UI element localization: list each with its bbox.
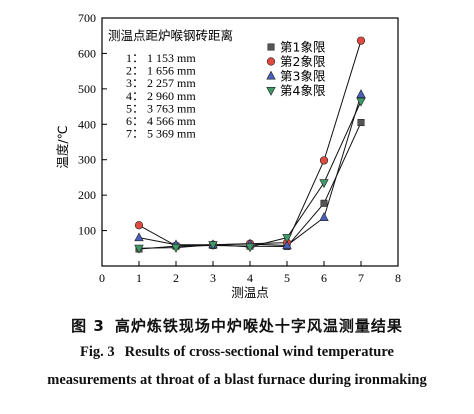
x-tick-label: 8 — [395, 271, 401, 285]
legend-marker — [267, 43, 275, 51]
x-tick-label: 3 — [210, 271, 216, 285]
data-point — [245, 243, 255, 253]
legend-label: 第2象限 — [280, 54, 326, 69]
x-tick-label: 4 — [247, 271, 253, 285]
data-point — [356, 36, 366, 45]
legend-label: 第1象限 — [280, 40, 326, 55]
annotation-line: 4： 2 960 mm — [126, 89, 196, 103]
series-line-1 — [138, 122, 362, 250]
y-tick-label: 300 — [78, 153, 96, 167]
caption-cn-label: 图 3 — [71, 317, 105, 335]
data-point — [319, 156, 329, 165]
data-point — [356, 89, 366, 99]
annotation-line: 6： 4 566 mm — [126, 114, 196, 128]
legend-marker — [266, 87, 276, 96]
data-point — [134, 232, 144, 242]
y-tick-label: 500 — [78, 82, 96, 96]
annotation-line: 2： 1 656 mm — [126, 64, 196, 78]
x-axis-label: 测温点 — [231, 285, 269, 300]
data-point — [134, 221, 144, 230]
legend-label: 第4象限 — [280, 83, 326, 98]
annotation-line: 3： 2 257 mm — [126, 76, 196, 90]
y-tick-label: 200 — [78, 188, 96, 202]
data-point — [319, 212, 329, 221]
data-point — [356, 97, 366, 107]
y-axis-label: 温度/℃ — [55, 125, 70, 168]
x-tick-label: 5 — [284, 271, 290, 285]
annotation-line: 1： 1 153 mm — [126, 51, 196, 65]
axis-ticks: 0 1 2 3 4 5 6 7 8 100 200 300 400 500 600 700 — [78, 11, 401, 285]
y-tick-label: 700 — [78, 11, 96, 25]
annotation-title: 测温点距炉喉钢砖距离 — [108, 28, 233, 43]
legend-marker — [266, 57, 276, 66]
annotation-line: 7： 5 369 mm — [126, 127, 196, 141]
x-tick-label: 1 — [136, 271, 142, 285]
data-point — [282, 240, 292, 249]
data-point — [357, 119, 365, 127]
chart: 0 1 2 3 4 5 6 7 8 100 200 300 400 500 600 700 测温点距炉喉钢砖距… — [55, 11, 401, 300]
data-point — [134, 244, 144, 254]
series-markers — [134, 36, 366, 254]
data-point — [320, 199, 328, 207]
y-tick-label: 400 — [78, 117, 96, 131]
data-point — [171, 244, 181, 253]
caption-cn-text: 高炉炼铁现场中炉喉处十字风温测量结果 — [114, 317, 403, 335]
legend-marker — [266, 70, 276, 80]
data-point — [208, 241, 218, 251]
y-tick-label: 100 — [78, 224, 96, 238]
data-point — [282, 234, 292, 243]
caption-en-text-2: measurements at throat of a blast furnac… — [47, 372, 427, 388]
caption-en-label: Fig. 3 — [80, 344, 115, 360]
data-point — [319, 179, 329, 189]
x-tick-label: 0 — [99, 271, 105, 285]
annotation: 测温点距炉喉钢砖距离 1： 1 153 mm2： 1 656 mm3： 2 25… — [108, 28, 233, 141]
legend-label: 第3象限 — [280, 69, 326, 84]
x-tick-label: 2 — [173, 271, 179, 285]
caption-english-line1: Fig. 3 Results of cross-sectional wind te… — [0, 344, 474, 361]
x-tick-label: 7 — [358, 271, 364, 285]
caption-en-text-1: Results of cross-sectional wind temperat… — [124, 344, 394, 360]
caption-chinese: 图 3 高炉炼铁现场中炉喉处十字风温测量结果 — [0, 315, 474, 336]
annotation-line: 5： 3 763 mm — [126, 101, 196, 115]
y-tick-label: 600 — [78, 46, 96, 60]
x-tick-label: 6 — [321, 271, 327, 285]
caption-english-line2: measurements at throat of a blast furnac… — [0, 372, 474, 389]
